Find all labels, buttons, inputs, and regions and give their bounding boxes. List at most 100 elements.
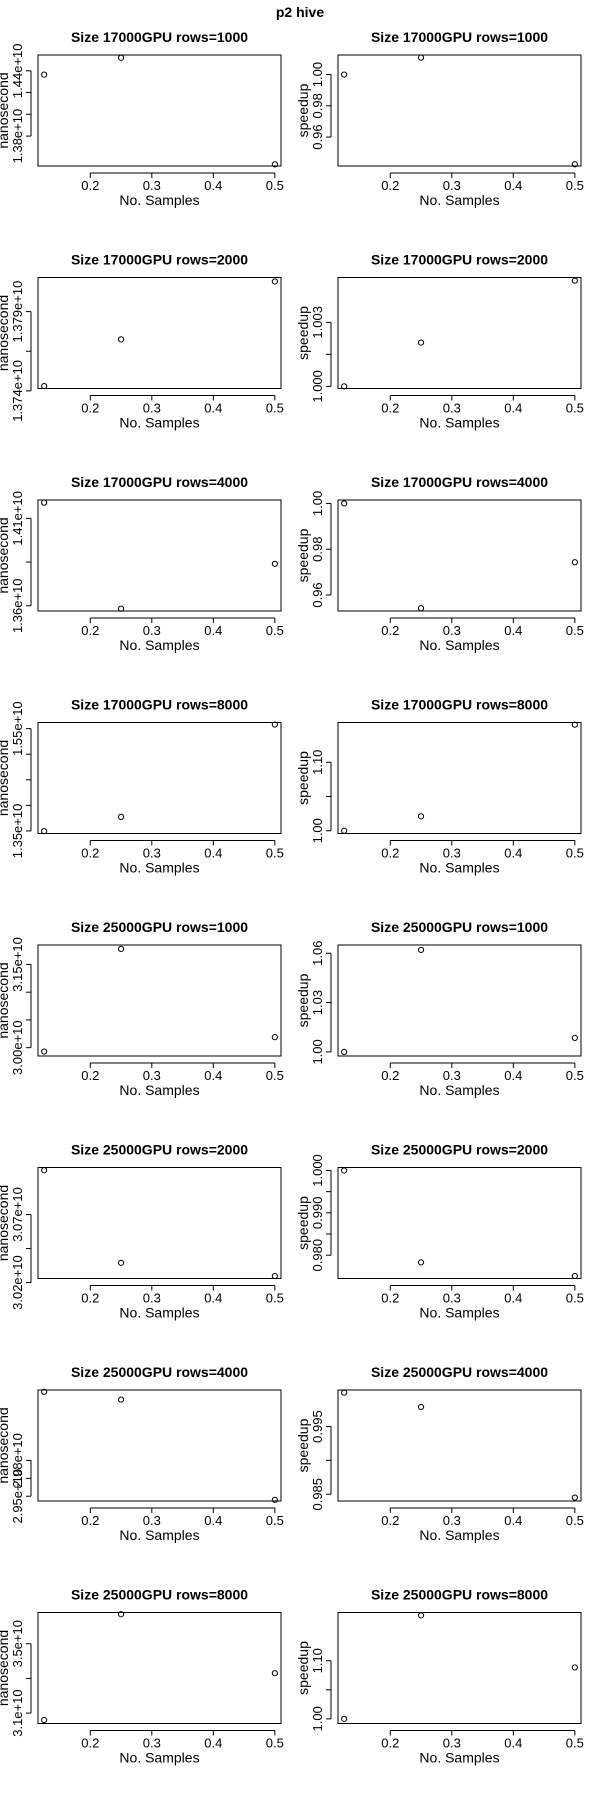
data-point	[341, 1048, 348, 1055]
x-tick-label: 0.3	[443, 178, 461, 193]
data-point	[117, 336, 125, 343]
x-tick-label: 0.4	[504, 846, 522, 861]
x-tick-label: 0.4	[504, 1736, 522, 1751]
data-point	[41, 383, 48, 390]
x-tick-label: 0.5	[566, 1291, 584, 1306]
data-point	[117, 54, 125, 61]
y-axis-label: speedup	[295, 528, 311, 582]
y-tick-label: 0.96	[310, 582, 325, 607]
x-tick-label: 0.2	[381, 1068, 399, 1083]
chart-panel: Size 25000GPU rows=8000 0.2 0.3 0.4 0.5 No. S…	[0, 1587, 284, 1766]
x-axis-label: No. Samples	[119, 415, 199, 431]
chart-panel: Size 17000GPU rows=8000 0.2 0.3 0.4 0.5 No. S…	[0, 697, 284, 876]
x-tick-label: 0.3	[143, 846, 161, 861]
x-axis-label: No. Samples	[119, 860, 199, 876]
x-tick-label: 0.3	[443, 1736, 461, 1751]
x-tick-label: 0.3	[143, 1068, 161, 1083]
data-point	[341, 827, 348, 834]
chart-panel: Size 25000GPU rows=4000 0.2 0.3 0.4 0.5 No. S…	[295, 1364, 584, 1543]
x-tick-label: 0.5	[266, 1291, 284, 1306]
y-tick-label: 1.44e+10	[10, 43, 25, 98]
data-point	[117, 605, 125, 612]
plot-frame	[37, 1612, 282, 1724]
x-tick-label: 0.3	[443, 846, 461, 861]
y-tick-label: 0.985	[310, 1478, 325, 1511]
chart-panel: Size 17000GPU rows=4000 0.2 0.3 0.4 0.5 No. S…	[295, 474, 584, 653]
x-tick-label: 0.5	[266, 1736, 284, 1751]
x-tick-label: 0.2	[81, 1736, 99, 1751]
data-point	[117, 1259, 125, 1266]
data-point	[271, 1670, 278, 1677]
x-tick-label: 0.4	[204, 1068, 222, 1083]
chart-panel: Size 25000GPU rows=1000 0.2 0.3 0.4 0.5 No. S…	[0, 919, 284, 1098]
x-tick-label: 0.5	[566, 846, 584, 861]
chart-title: Size 25000GPU rows=1000	[371, 919, 548, 935]
data-point	[571, 1034, 578, 1042]
x-tick-label: 0.4	[504, 623, 522, 638]
x-tick-label: 0.4	[204, 178, 222, 193]
y-tick-label: 1.379e+10	[10, 281, 25, 343]
y-tick-label: 1.000	[310, 370, 325, 403]
x-tick-label: 0.2	[81, 623, 99, 638]
x-tick-label: 0.4	[504, 1068, 522, 1083]
x-tick-label: 0.3	[143, 1291, 161, 1306]
x-tick-label: 0.4	[504, 1513, 522, 1528]
y-tick-label: 2.95e+10	[10, 1469, 25, 1524]
data-point	[571, 559, 578, 566]
data-point	[271, 1034, 278, 1041]
y-tick-label: 1.35e+10	[10, 804, 25, 859]
chart-panel: Size 25000GPU rows=2000 0.2 0.3 0.4 0.5 No. S…	[0, 1142, 284, 1321]
x-tick-label: 0.3	[143, 401, 161, 416]
chart-panel: Size 17000GPU rows=1000 0.2 0.3 0.4 0.5 No. S…	[0, 29, 284, 208]
data-point	[417, 605, 425, 612]
chart-title: Size 25000GPU rows=2000	[371, 1142, 548, 1158]
data-point	[41, 1388, 48, 1395]
x-axis-label: No. Samples	[419, 1082, 499, 1098]
data-point	[271, 1496, 278, 1503]
y-tick-label: 1.00	[310, 491, 325, 516]
plot-frame	[37, 722, 282, 834]
data-point	[417, 1612, 425, 1619]
data-point	[571, 1494, 578, 1501]
data-point	[417, 54, 425, 61]
y-axis-label: speedup	[295, 1641, 311, 1695]
x-axis-label: No. Samples	[119, 1305, 199, 1321]
data-point	[41, 828, 48, 835]
data-point	[41, 1716, 48, 1724]
data-point	[417, 339, 425, 346]
plot-frame	[337, 277, 582, 389]
chart-panel: Size 17000GPU rows=2000 0.2 0.3 0.4 0.5 No. S…	[0, 252, 284, 431]
x-tick-label: 0.2	[381, 1736, 399, 1751]
x-tick-label: 0.5	[266, 846, 284, 861]
y-tick-label: 0.96	[310, 124, 325, 149]
chart-panel: Size 17000GPU rows=1000 0.2 0.3 0.4 0.5 No. S…	[295, 29, 584, 208]
y-tick-label: 1.10	[310, 750, 325, 775]
chart-title: Size 25000GPU rows=2000	[71, 1142, 248, 1158]
plot-frame	[337, 54, 582, 167]
x-tick-label: 0.4	[204, 1291, 222, 1306]
x-tick-label: 0.4	[504, 401, 522, 416]
x-tick-label: 0.4	[204, 1513, 222, 1528]
x-tick-label: 0.4	[504, 178, 522, 193]
y-axis-label: nanosecond	[0, 740, 11, 816]
x-tick-label: 0.4	[204, 1736, 222, 1751]
y-tick-label: 1.00	[310, 1039, 325, 1064]
data-point	[117, 1396, 125, 1403]
y-axis-label: speedup	[295, 973, 311, 1027]
data-point	[117, 813, 125, 820]
data-point	[271, 721, 278, 728]
plot-frame	[337, 499, 582, 612]
panels: Size 17000GPU rows=1000 0.2 0.3 0.4 0.5 No. S…	[0, 29, 584, 1766]
x-tick-label: 0.2	[381, 401, 399, 416]
x-tick-label: 0.3	[143, 1736, 161, 1751]
y-tick-label: 0.980	[310, 1239, 325, 1272]
x-tick-label: 0.5	[266, 623, 284, 638]
y-tick-label: 1.55e+10	[10, 701, 25, 756]
x-tick-label: 0.5	[566, 1513, 584, 1528]
y-tick-label: 1.00	[310, 818, 325, 843]
chart-panel: Size 17000GPU rows=2000 0.2 0.3 0.4 0.5 No. S…	[295, 252, 584, 431]
y-tick-label: 1.06	[310, 941, 325, 966]
x-tick-label: 0.5	[266, 178, 284, 193]
y-axis-label: speedup	[295, 306, 311, 360]
